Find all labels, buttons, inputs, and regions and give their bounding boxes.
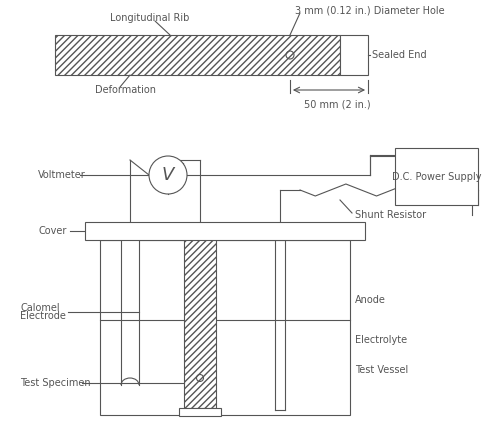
Bar bbox=[85, 222, 365, 240]
Text: D.C. Power Supply: D.C. Power Supply bbox=[392, 172, 481, 181]
Bar bbox=[340, 35, 368, 75]
Text: +: + bbox=[468, 192, 477, 202]
Text: Test Vessel: Test Vessel bbox=[355, 365, 408, 375]
Text: Electrolyte: Electrolyte bbox=[355, 335, 407, 345]
Text: Calomel: Calomel bbox=[20, 303, 60, 313]
Circle shape bbox=[149, 156, 187, 194]
Bar bbox=[184, 235, 216, 408]
Text: V: V bbox=[162, 166, 174, 184]
Text: 50 mm (2 in.): 50 mm (2 in.) bbox=[304, 99, 370, 109]
Bar bbox=[100, 240, 350, 415]
Text: Electrode: Electrode bbox=[20, 311, 66, 321]
Text: +: + bbox=[153, 181, 163, 191]
Text: Deformation: Deformation bbox=[95, 85, 156, 95]
Text: Shunt Resistor: Shunt Resistor bbox=[355, 210, 426, 220]
Text: −: − bbox=[95, 226, 104, 236]
Text: Sealed End: Sealed End bbox=[372, 50, 427, 60]
Text: −: − bbox=[175, 158, 185, 170]
Text: Anode: Anode bbox=[355, 295, 386, 305]
Bar bbox=[55, 35, 340, 75]
Text: Test Specimen: Test Specimen bbox=[20, 378, 90, 388]
Text: Cover: Cover bbox=[38, 226, 67, 236]
Text: Voltmeter: Voltmeter bbox=[38, 170, 86, 180]
Bar bbox=[179, 408, 221, 416]
Text: 3 mm (0.12 in.) Diameter Hole: 3 mm (0.12 in.) Diameter Hole bbox=[295, 5, 445, 15]
Bar bbox=[122, 240, 139, 385]
Text: −: − bbox=[396, 151, 406, 161]
Bar bbox=[395, 148, 478, 205]
Text: Longitudinal Rib: Longitudinal Rib bbox=[110, 13, 190, 23]
